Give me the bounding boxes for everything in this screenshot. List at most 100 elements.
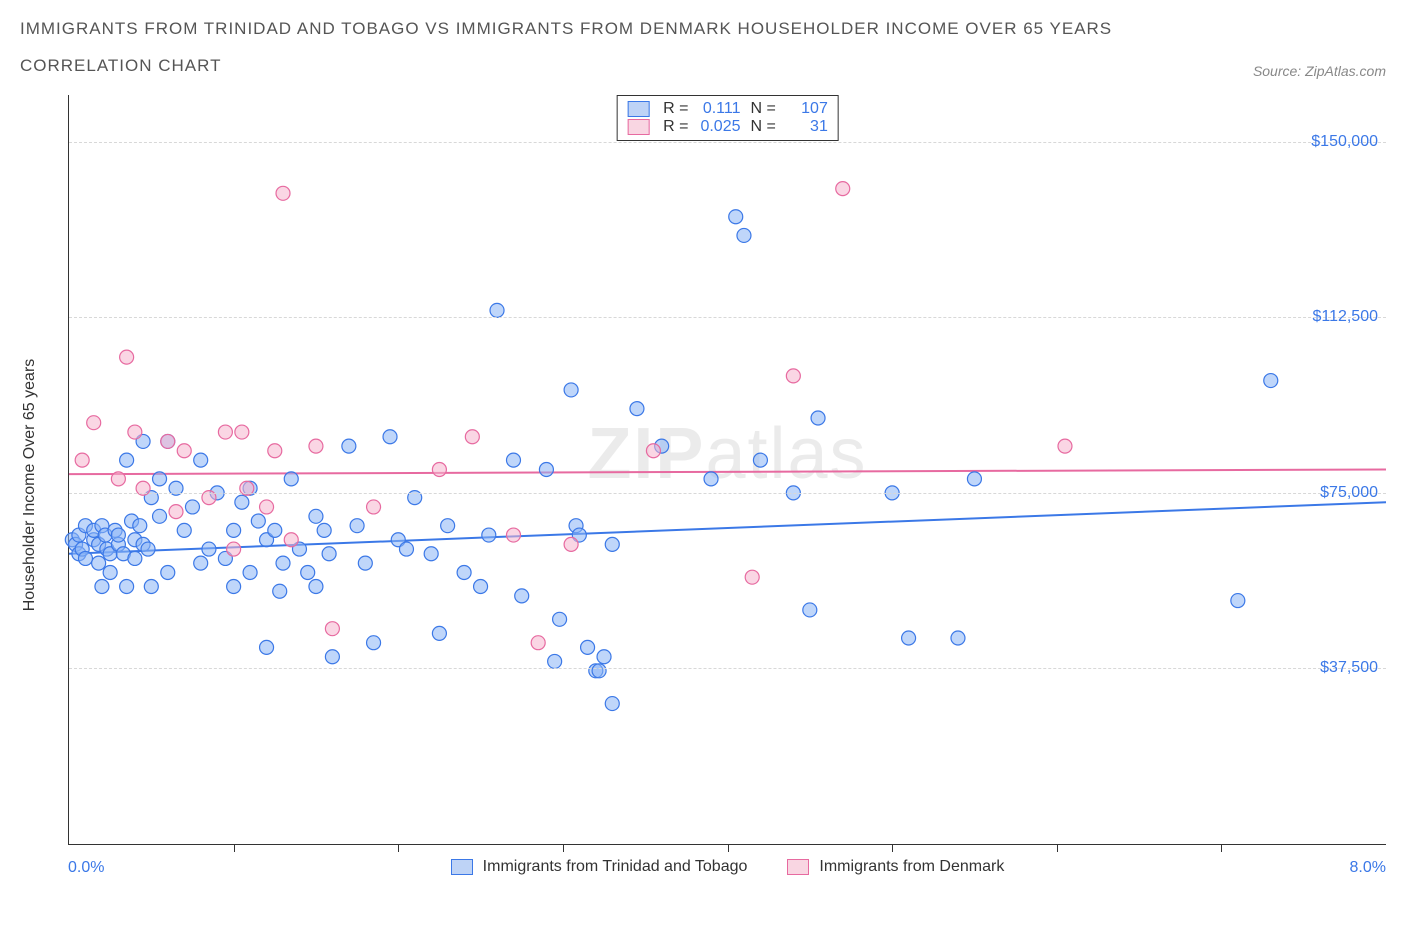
scatter-point bbox=[78, 551, 92, 565]
stats-legend: R = 0.111 N = 107 R = 0.025 N = 31 bbox=[616, 95, 839, 141]
chart-title: IMMIGRANTS FROM TRINIDAD AND TOBAGO VS I… bbox=[20, 10, 1112, 85]
legend-label-tt: Immigrants from Trinidad and Tobago bbox=[483, 858, 748, 876]
scatter-point bbox=[251, 514, 265, 528]
r-label: R = bbox=[663, 118, 688, 136]
scatter-point bbox=[194, 453, 208, 467]
r-value-tt: 0.111 bbox=[693, 100, 741, 118]
stats-row-tt: R = 0.111 N = 107 bbox=[627, 100, 828, 118]
scatter-point bbox=[432, 626, 446, 640]
scatter-point bbox=[227, 523, 241, 537]
scatter-point bbox=[309, 439, 323, 453]
x-tick bbox=[1221, 844, 1222, 852]
scatter-point bbox=[260, 500, 274, 514]
x-min-label: 0.0% bbox=[68, 859, 104, 877]
swatch-dk-icon bbox=[787, 859, 809, 875]
scatter-point bbox=[951, 631, 965, 645]
scatter-point bbox=[276, 556, 290, 570]
scatter-point bbox=[325, 621, 339, 635]
scatter-point bbox=[161, 434, 175, 448]
y-tick-label: $150,000 bbox=[1311, 133, 1378, 151]
scatter-point bbox=[133, 518, 147, 532]
scatter-point bbox=[564, 383, 578, 397]
x-tick bbox=[892, 844, 893, 852]
plot-area: ZIPatlas R = 0.111 N = 107 R = 0.025 N =… bbox=[68, 95, 1386, 845]
scatter-point bbox=[243, 565, 257, 579]
scatter-point bbox=[309, 579, 323, 593]
scatter-point bbox=[399, 542, 413, 556]
scatter-point bbox=[144, 579, 158, 593]
scatter-point bbox=[342, 439, 356, 453]
r-value-dk: 0.025 bbox=[693, 118, 741, 136]
scatter-point bbox=[227, 579, 241, 593]
y-axis-label: Householder Income Over 65 years bbox=[21, 358, 39, 611]
scatter-point bbox=[506, 453, 520, 467]
scatter-point bbox=[141, 542, 155, 556]
scatter-point bbox=[729, 209, 743, 223]
scatter-point bbox=[95, 579, 109, 593]
scatter-point bbox=[169, 504, 183, 518]
scatter-point bbox=[811, 411, 825, 425]
scatter-point bbox=[605, 537, 619, 551]
scatter-point bbox=[235, 425, 249, 439]
scatter-point bbox=[490, 303, 504, 317]
scatter-point bbox=[753, 453, 767, 467]
scatter-point bbox=[317, 523, 331, 537]
x-max-label: 8.0% bbox=[1350, 859, 1386, 877]
scatter-point bbox=[592, 664, 606, 678]
scatter-point bbox=[474, 579, 488, 593]
scatter-point bbox=[120, 453, 134, 467]
gridline bbox=[69, 142, 1386, 143]
title-line-1: IMMIGRANTS FROM TRINIDAD AND TOBAGO VS I… bbox=[20, 19, 1112, 38]
scatter-point bbox=[284, 533, 298, 547]
r-label: R = bbox=[663, 100, 688, 118]
scatter-point bbox=[704, 472, 718, 486]
scatter-point bbox=[103, 565, 117, 579]
scatter-point bbox=[902, 631, 916, 645]
scatter-point bbox=[325, 650, 339, 664]
x-tick bbox=[234, 844, 235, 852]
legend-item-dk: Immigrants from Denmark bbox=[787, 858, 1004, 876]
y-tick-label: $37,500 bbox=[1320, 659, 1378, 677]
scatter-point bbox=[531, 635, 545, 649]
n-value-tt: 107 bbox=[780, 100, 828, 118]
title-line-2: CORRELATION CHART bbox=[20, 56, 222, 75]
x-tick bbox=[1057, 844, 1058, 852]
swatch-dk-icon bbox=[627, 119, 649, 135]
stats-row-dk: R = 0.025 N = 31 bbox=[627, 118, 828, 136]
scatter-point bbox=[1231, 593, 1245, 607]
n-label: N = bbox=[751, 118, 776, 136]
scatter-point bbox=[260, 640, 274, 654]
scatter-point bbox=[128, 551, 142, 565]
scatter-point bbox=[367, 635, 381, 649]
scatter-point bbox=[194, 556, 208, 570]
y-tick-label: $75,000 bbox=[1320, 484, 1378, 502]
scatter-point bbox=[646, 444, 660, 458]
scatter-points-layer bbox=[69, 95, 1386, 844]
scatter-point bbox=[161, 565, 175, 579]
scatter-point bbox=[177, 523, 191, 537]
n-label: N = bbox=[751, 100, 776, 118]
scatter-point bbox=[432, 462, 446, 476]
scatter-point bbox=[967, 472, 981, 486]
scatter-point bbox=[482, 528, 496, 542]
scatter-point bbox=[836, 181, 850, 195]
gridline bbox=[69, 668, 1386, 669]
scatter-point bbox=[301, 565, 315, 579]
scatter-point bbox=[322, 547, 336, 561]
source-attribution: Source: ZipAtlas.com bbox=[1253, 63, 1386, 85]
scatter-point bbox=[153, 509, 167, 523]
legend-label-dk: Immigrants from Denmark bbox=[819, 858, 1004, 876]
scatter-point bbox=[202, 542, 216, 556]
scatter-point bbox=[539, 462, 553, 476]
scatter-point bbox=[92, 556, 106, 570]
scatter-point bbox=[564, 537, 578, 551]
scatter-point bbox=[581, 640, 595, 654]
swatch-tt-icon bbox=[451, 859, 473, 875]
scatter-point bbox=[111, 528, 125, 542]
scatter-point bbox=[268, 523, 282, 537]
scatter-point bbox=[128, 425, 142, 439]
scatter-point bbox=[284, 472, 298, 486]
scatter-point bbox=[630, 401, 644, 415]
scatter-point bbox=[506, 528, 520, 542]
scatter-point bbox=[553, 612, 567, 626]
